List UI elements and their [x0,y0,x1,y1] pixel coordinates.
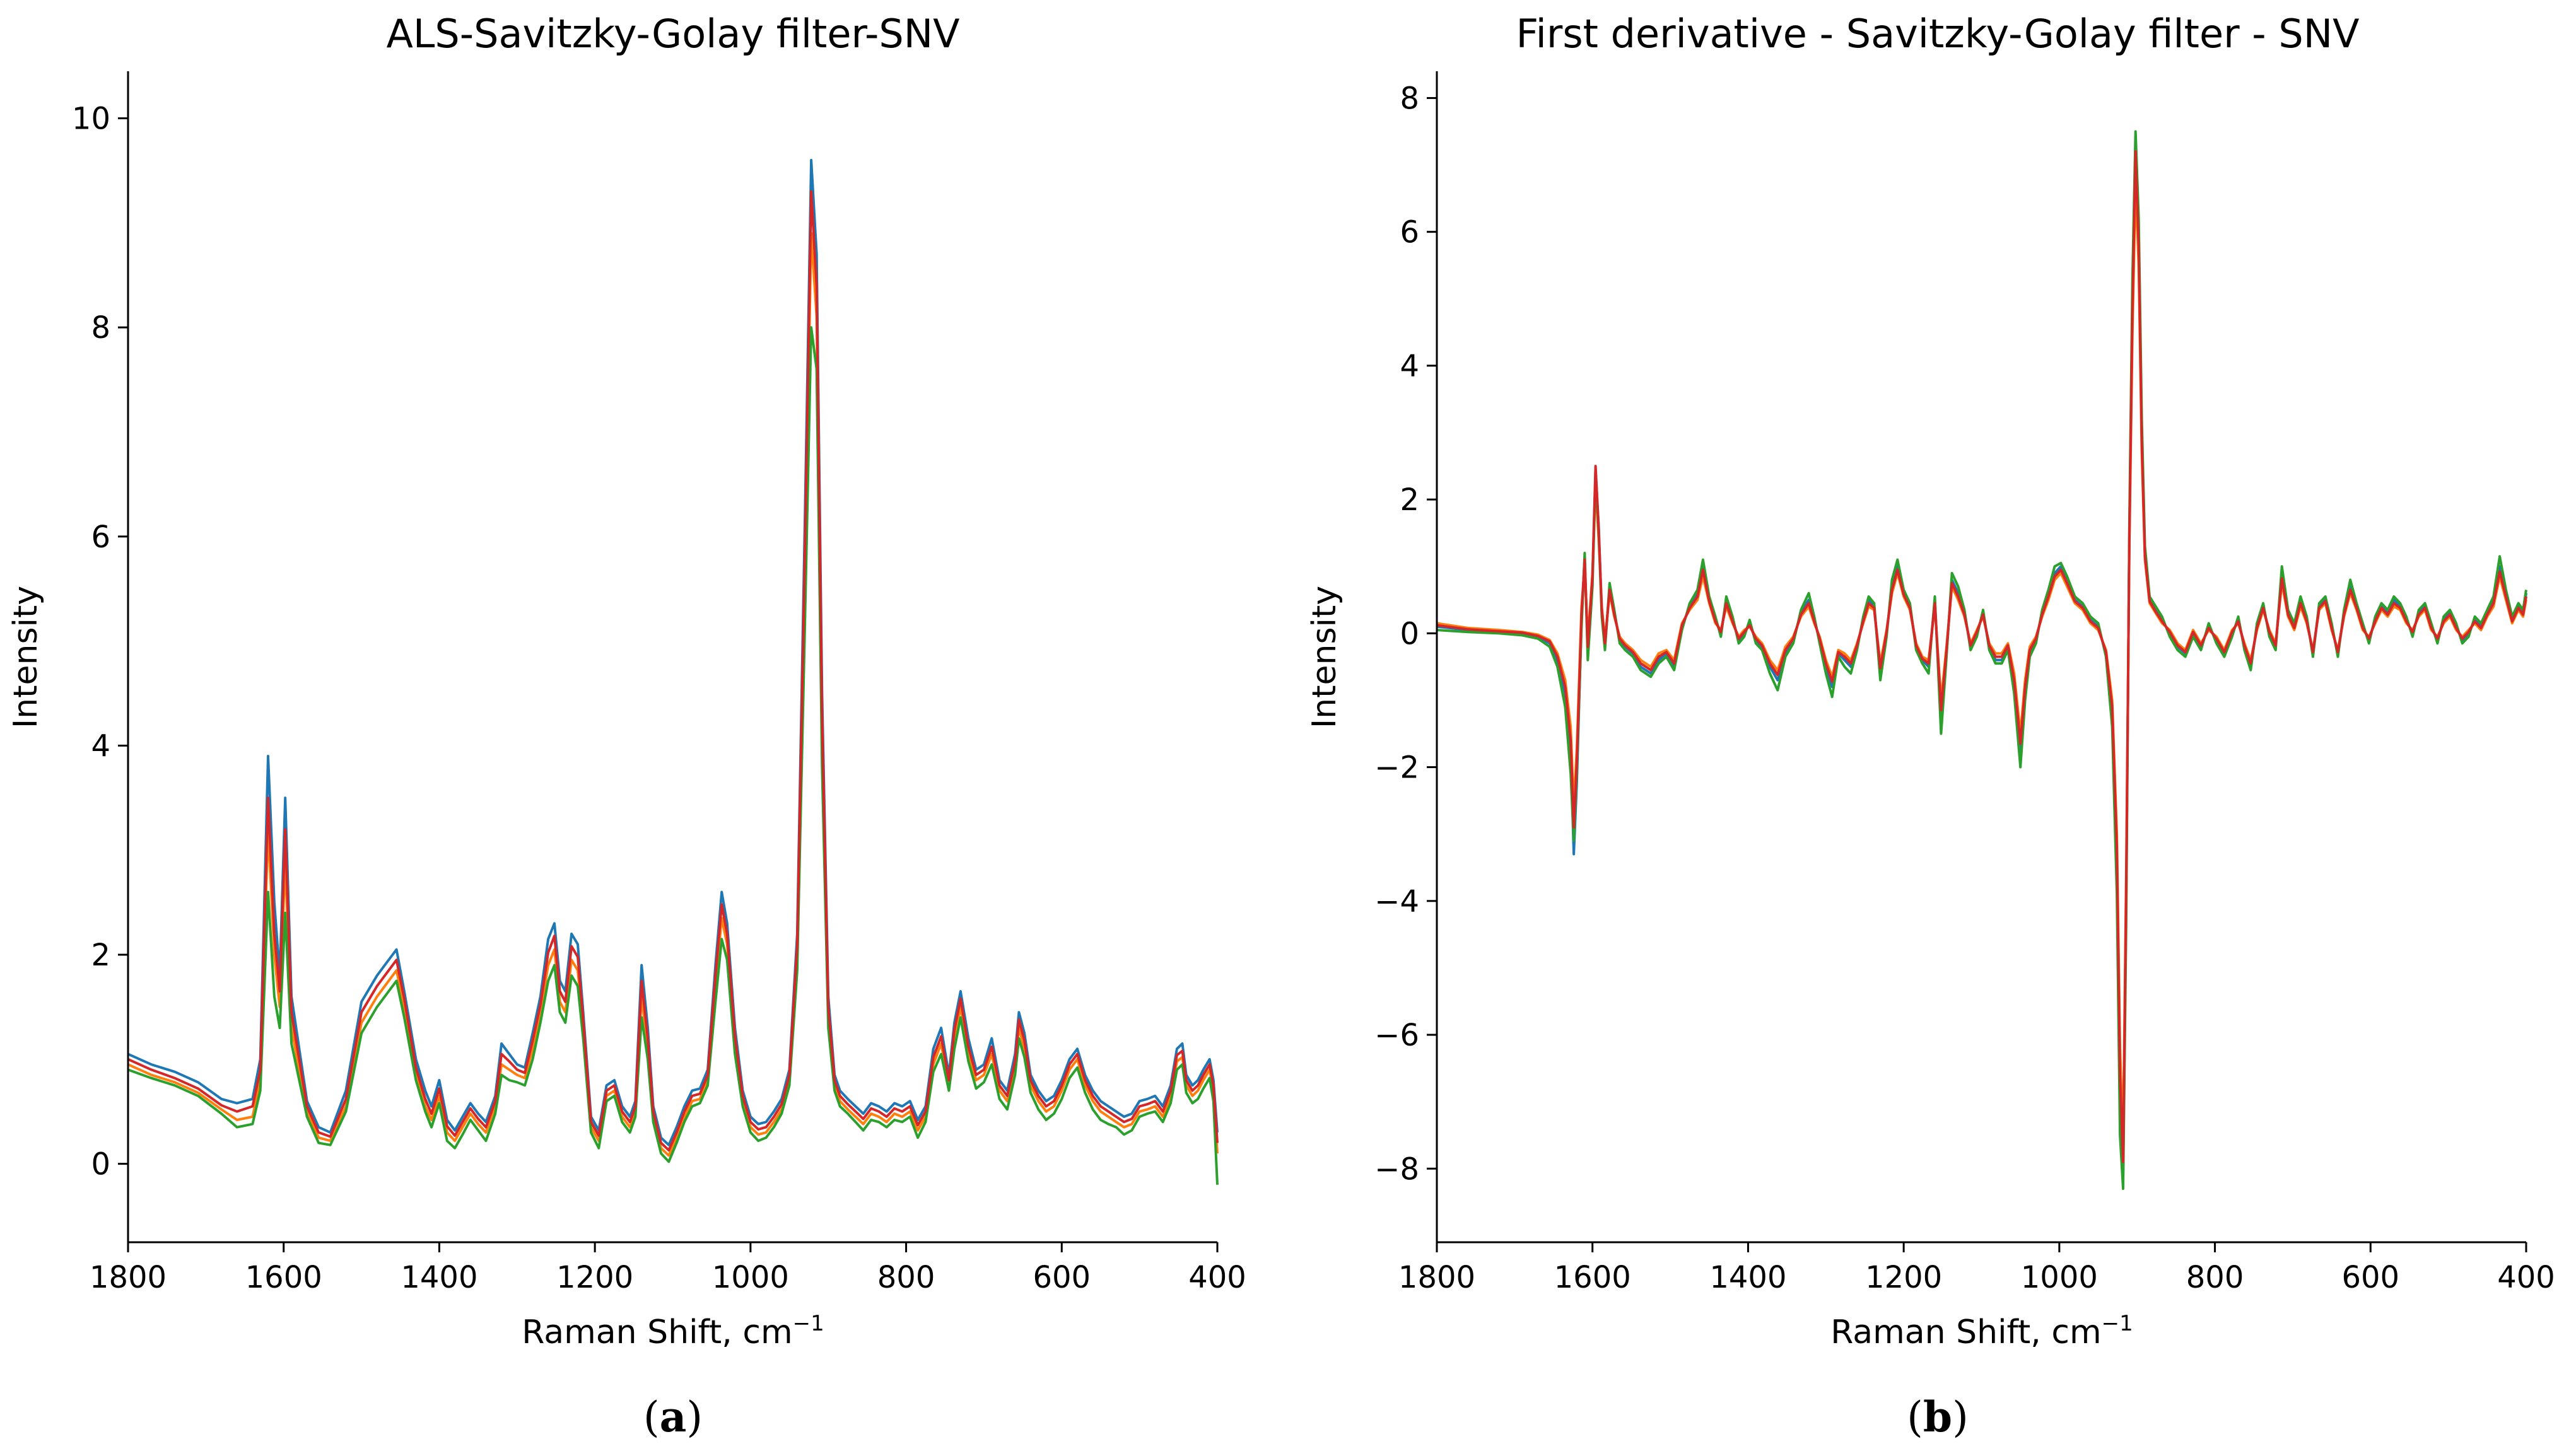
panel-b-y-tick-label-6: 6 [1400,215,1419,250]
panel-a-y-ticks: 0 2 4 6 8 10 [72,102,128,1182]
panel-a-x-tick-label-600: 600 [1033,1260,1091,1295]
panel-a-x-axis-label: Raman Shift, cm [522,1313,792,1351]
panel-b-y-ticks: −8 −6 −4 −2 0 2 4 6 8 [1374,81,1437,1187]
panel-a-series-group [127,158,1219,1185]
panel-b-x-axis-superscript: −1 [2102,1311,2133,1336]
panel-b-y-axis-title: Intensity [1306,586,1343,728]
panel-a-x-ticks: 1800 1600 1400 1200 1000 800 600 400 [90,1242,1246,1295]
panel-b-x-ticks: 1800 1600 1400 1200 1000 800 600 400 [1398,1242,2555,1295]
panel-a-y-tick-label-0: 0 [91,1147,110,1182]
panel-b-x-tick-label-600: 600 [2341,1260,2399,1295]
panel-b-axes-spines [1436,71,2526,1243]
panel-a-x-tick-label-1800: 1800 [90,1260,167,1295]
panel-b-x-tick-label-1000: 1000 [2021,1260,2098,1295]
panel-a-y-tick-label-4: 4 [91,728,110,764]
panel-b-series-2 [1436,183,2527,1143]
panel-a-axes-spines [127,71,1217,1243]
panel-a-y-tick-label-10: 10 [72,102,110,137]
panel-b-y-tick-label--6: −6 [1374,1018,1419,1053]
panel-a-x-tick-label-400: 400 [1188,1260,1246,1295]
panel-a-y-axis-title: Intensity [7,586,45,728]
panel-b-x-tick-label-800: 800 [2186,1260,2244,1295]
panel-a-label-open: ( [643,1393,660,1441]
panel-b-y-tick-label-2: 2 [1400,482,1419,518]
panel-b-x-tick-label-400: 400 [2497,1260,2555,1295]
panel-b-x-tick-label-1600: 1600 [1554,1260,1631,1295]
panel-a-label-letter: a [660,1392,687,1441]
panel-b-series-4 [1436,150,2527,1163]
panel-a-x-tick-label-1400: 1400 [401,1260,477,1295]
panel-a-x-tick-label-800: 800 [877,1260,935,1295]
panel-b-chart: First derivative - Savitzky-Golay filter… [1306,11,2555,1441]
panel-a-x-axis-title: Raman Shift, cm−1 [522,1311,824,1351]
panel-a-x-tick-label-1000: 1000 [712,1260,789,1295]
panel-b-series-3 [1436,130,2527,1191]
panel-a-label-close: ) [686,1393,703,1441]
panel-a-x-tick-label-1200: 1200 [556,1260,633,1295]
panel-b-label-close: ) [1952,1393,1969,1441]
panel-b-x-tick-label-1800: 1800 [1398,1260,1475,1295]
panel-b-x-axis-label: Raman Shift, cm [1830,1313,2101,1351]
panel-b-title: First derivative - Savitzky-Golay filter… [1516,11,2359,57]
panel-a-y-tick-label-8: 8 [91,310,110,346]
panel-b-label-letter: b [1923,1392,1952,1441]
panel-a-x-axis-superscript: −1 [793,1311,824,1336]
panel-a-series-3 [127,326,1219,1185]
panel-a-chart: ALS-Savitzky-Golay filter-SNV 1800 1600 14… [7,11,1246,1441]
panel-b-y-tick-label-8: 8 [1400,81,1419,116]
panel-b-x-axis-title: Raman Shift, cm−1 [1830,1311,2133,1351]
panel-a-x-tick-label-1600: 1600 [245,1260,322,1295]
panel-b-y-tick-label--2: −2 [1374,750,1419,786]
panel-b-y-tick-label--4: −4 [1374,884,1419,919]
panel-b-x-tick-label-1200: 1200 [1865,1260,1942,1295]
panel-a-y-tick-label-2: 2 [91,938,110,973]
panel-b-label-open: ( [1907,1393,1923,1441]
panel-b-y-tick-label-4: 4 [1400,349,1419,384]
panel-b-y-tick-label--8: −8 [1374,1151,1419,1187]
panel-a-label: (a) [643,1392,703,1441]
panel-a-title: ALS-Savitzky-Golay filter-SNV [386,11,959,57]
panel-b-label: (b) [1907,1392,1969,1441]
panel-a-series-4 [127,190,1219,1152]
panel-b-series-group [1436,130,2527,1191]
panel-a-y-tick-label-6: 6 [91,520,110,555]
panel-b-y-tick-label-0: 0 [1400,616,1419,651]
panel-b-x-tick-label-1400: 1400 [1709,1260,1786,1295]
panel-b-series-1 [1436,137,2527,1177]
